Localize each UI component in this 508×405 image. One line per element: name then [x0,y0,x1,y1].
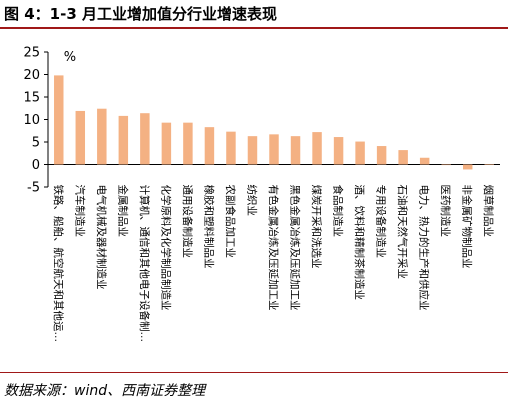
category-label: 煤炭开采和洗选业 [310,185,323,269]
y-tick-label: 0 [32,158,40,173]
bar [398,150,408,165]
bar [204,127,215,165]
category-label: 有色金属冶炼及压延加工业 [267,185,280,311]
category-label: 通用设备制造业 [181,185,194,259]
source-divider [0,372,508,373]
category-label: 汽车制造业 [73,185,86,238]
category-label: 铁路、船舶、航空航天和其他运… [52,185,65,343]
bar [376,146,387,165]
bar [355,141,365,165]
chart-title: 图 4：1-3 月工业增加值分行业增速表现 [4,5,277,23]
category-label: 计算机、通信和其他电子设备制… [138,185,151,343]
bar [75,110,86,165]
category-label: 电气机械及器材制造业 [95,185,108,290]
category-label: 烟草制品业 [482,185,495,238]
bar [161,122,172,165]
bar [118,115,129,165]
y-tick-label: -5 [27,181,40,196]
bar [140,113,150,165]
category-label: 石油和天然气开采业 [396,185,409,280]
y-tick-label: 25 [23,46,40,61]
bar-chart: -5 0 5 10 15 20 25 铁路、船舶、航空航天和其他运… 汽车制造业 电气机械及器材… [23,46,500,343]
bars-layer [54,75,494,170]
axis-layer: -5 0 5 10 15 20 25 [23,46,500,196]
category-label: 食品制造业 [332,185,345,238]
unit-label: % [64,50,76,65]
category-label: 电力、热力的生产和供应业 [418,185,431,311]
bar [484,164,494,165]
y-tick-label: 5 [32,136,40,151]
y-tick-label: 20 [23,68,40,83]
category-label: 医药制造业 [439,185,452,238]
category-label: 专用设备制造业 [375,185,388,259]
y-tick-label: 10 [23,113,40,128]
category-label: 纺织业 [245,185,258,217]
bar [333,137,344,165]
bar [226,131,236,165]
source-note: 数据来源：wind、西南证券整理 [4,383,206,399]
category-label: 橡胶和塑料制品业 [202,185,215,269]
bar [312,132,322,165]
bar [441,164,451,166]
category-label: 金属制品业 [116,185,129,238]
category-labels-layer: 铁路、船舶、航空航天和其他运… 汽车制造业 电气机械及器材制造业 金属制品业 计算机、通… [52,185,495,343]
bar [97,108,107,165]
bar [54,75,64,165]
bar [183,122,193,165]
bar [290,136,301,165]
category-label: 化学原料及化学制品制造业 [159,185,172,311]
category-label: 非金属矿物制品业 [461,185,474,269]
category-label: 农副食品加工业 [224,185,237,259]
category-label: 黑色金属冶炼及压延加工业 [289,185,302,311]
category-label: 酒、饮料和精制茶制造业 [353,185,366,301]
bar [462,164,473,170]
bar [247,136,258,165]
bar [269,134,279,165]
bar [419,157,430,165]
y-tick-label: 15 [23,91,40,106]
title-divider [0,27,508,29]
